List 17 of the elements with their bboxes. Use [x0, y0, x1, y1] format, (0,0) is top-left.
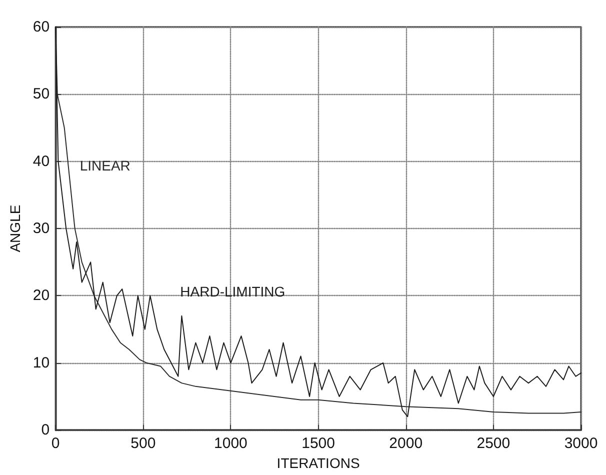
- y-tick-label: 10: [32, 354, 50, 372]
- x-tick-label: 2500: [476, 435, 510, 452]
- y-tick-label: 40: [32, 152, 50, 170]
- series-label: LINEAR: [80, 157, 130, 174]
- x-tick-label: 1000: [214, 435, 248, 452]
- y-tick-label: 60: [32, 18, 50, 36]
- y-tick-label: 30: [32, 220, 50, 238]
- x-tick-label: 1500: [302, 435, 335, 452]
- x-axis-title: ITERATIONS: [276, 455, 360, 471]
- series-label: HARD-LIMITING: [180, 284, 286, 300]
- y-tick-label: 20: [32, 287, 50, 304]
- x-tick-label: 3000: [564, 435, 598, 452]
- y-tick-label: 50: [32, 86, 50, 103]
- x-tick-label: 500: [130, 435, 156, 452]
- y-tick-label: 0: [41, 422, 50, 439]
- x-tick-label: 2000: [389, 435, 423, 452]
- y-axis-title: ANGLE: [7, 204, 23, 252]
